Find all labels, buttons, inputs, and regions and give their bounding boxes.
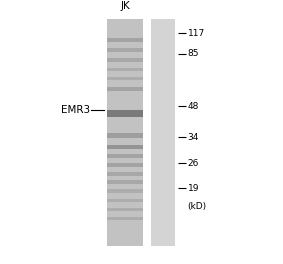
Bar: [107, 68, 143, 71]
Bar: [107, 217, 143, 220]
Text: JK: JK: [120, 1, 130, 11]
Text: 48: 48: [188, 102, 199, 111]
Text: 19: 19: [188, 184, 199, 193]
Bar: [107, 87, 143, 91]
Bar: [107, 199, 143, 202]
Bar: [107, 110, 143, 116]
Text: 26: 26: [188, 159, 199, 168]
Text: 34: 34: [188, 133, 199, 142]
Bar: [107, 133, 143, 138]
Bar: [107, 180, 143, 183]
Bar: [107, 163, 143, 167]
Bar: [107, 48, 143, 52]
Text: (kD): (kD): [188, 202, 207, 211]
Bar: [107, 38, 143, 42]
Text: 85: 85: [188, 49, 199, 58]
Bar: [107, 208, 143, 211]
Bar: [107, 58, 143, 62]
Bar: [107, 145, 143, 149]
Bar: [107, 190, 143, 193]
Text: EMR3: EMR3: [61, 105, 90, 115]
Bar: [151, 18, 175, 247]
Bar: [107, 77, 143, 80]
Bar: [107, 172, 143, 176]
Bar: [107, 18, 143, 247]
Text: 117: 117: [188, 29, 205, 38]
Bar: [107, 154, 143, 158]
